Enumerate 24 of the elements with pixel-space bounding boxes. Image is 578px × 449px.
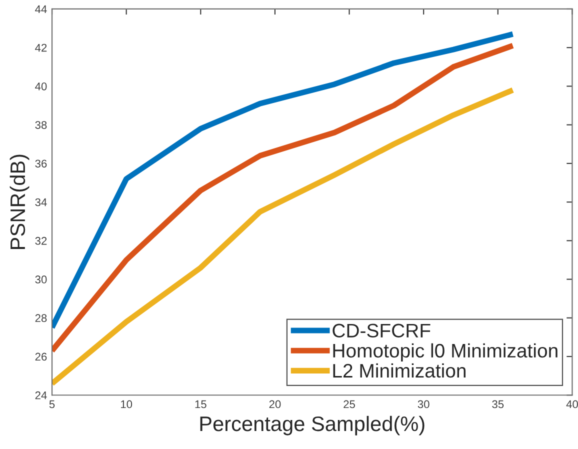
x-axis-title: Percentage Sampled(%) xyxy=(200,416,424,436)
y-tick-label: 36 xyxy=(35,160,47,168)
y-tick-label: 26 xyxy=(35,352,47,361)
y-tick-label: 42 xyxy=(35,44,47,52)
legend-label: CD-SFCRF xyxy=(332,324,430,338)
y-tick-label: 34 xyxy=(35,198,47,206)
y-tick-label: 28 xyxy=(35,314,47,322)
x-tick-label: 30 xyxy=(418,400,430,408)
y-tick-label: 40 xyxy=(35,82,47,90)
legend-label: Homotopic l0 Minimization xyxy=(333,343,558,362)
y-tick-label: 44 xyxy=(35,5,47,14)
x-tick-label: 15 xyxy=(195,400,206,408)
x-tick-label: 35 xyxy=(492,400,504,408)
y-axis-title: PSNR(dB) xyxy=(10,154,30,249)
x-tick-label: 40 xyxy=(566,400,578,408)
y-tick-label: 24 xyxy=(35,391,47,400)
x-tick-label: 5 xyxy=(49,400,55,408)
legend-label: L2 Minimization xyxy=(333,363,466,378)
x-tick-label: 20 xyxy=(269,400,281,408)
y-tick-label: 32 xyxy=(35,236,47,245)
y-tick-label: 38 xyxy=(35,121,47,129)
x-tick-label: 25 xyxy=(344,400,355,408)
x-tick-label: 10 xyxy=(121,400,132,408)
y-tick-label: 30 xyxy=(35,276,47,284)
